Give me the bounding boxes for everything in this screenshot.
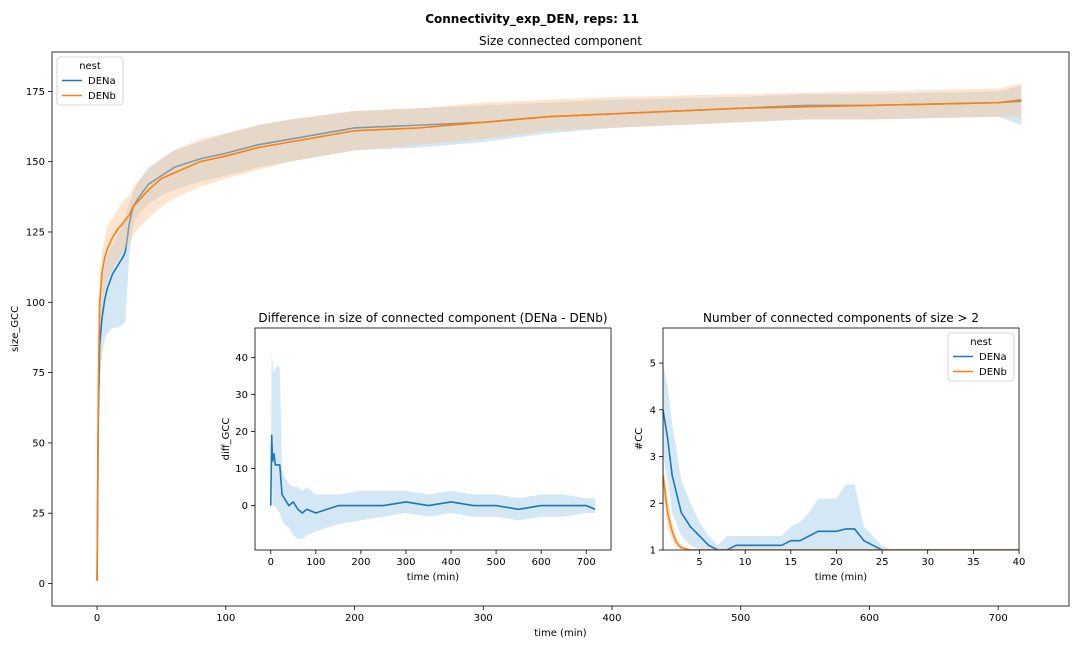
- inset_diff-xtick-label: 600: [532, 557, 551, 568]
- inset_diff-xtick-label: 100: [306, 557, 325, 568]
- inset_diff-xtick-label: 400: [441, 557, 460, 568]
- inset_diff-ytick-label: 40: [235, 353, 248, 364]
- main-xtick-label: 100: [216, 613, 235, 624]
- main-legend-title: nest: [79, 61, 101, 72]
- main-xlabel: time (min): [534, 628, 587, 639]
- inset_cc-ylabel: #CC: [634, 428, 645, 450]
- inset_diff-ytick-label: 10: [235, 464, 248, 475]
- inset_cc-legend-box: [947, 332, 1015, 382]
- inset_cc-ytick-label: 4: [650, 405, 656, 416]
- inset_diff-xlabel: time (min): [407, 572, 460, 583]
- inset_cc-line-DENa: [663, 409, 1019, 550]
- inset_diff-title: Difference in size of connected componen…: [258, 311, 607, 325]
- main-title: Size connected component: [479, 34, 642, 48]
- inset_cc-xtick-label: 25: [876, 557, 889, 568]
- inset_diff-ytick-label: 30: [235, 390, 248, 401]
- main-legend-entry-DENb: DENb: [88, 91, 116, 102]
- main-xtick-label: 600: [860, 613, 879, 624]
- inset_cc-xtick-label: 10: [739, 557, 752, 568]
- main-series-group: [96, 82, 1022, 581]
- inset_diff-xtick-label: 300: [396, 557, 415, 568]
- inset_diff-xtick-label: 700: [577, 557, 596, 568]
- inset_cc-xtick-label: 15: [784, 557, 797, 568]
- inset_diff-ytick-label: 20: [235, 427, 248, 438]
- main-xtick-label: 500: [731, 613, 750, 624]
- main-xtick-label: 0: [94, 613, 100, 624]
- main-xtick-label: 700: [989, 613, 1008, 624]
- inset_diff-ytick-label: 0: [242, 501, 248, 512]
- inset_diff-line-DENa: [269, 434, 596, 514]
- inset_cc-axes-frame: [662, 327, 1020, 551]
- inset_diff-axes-frame: [254, 327, 612, 551]
- inset_cc-ytick-label: 2: [650, 499, 656, 510]
- inset_cc-xtick-label: 40: [1013, 557, 1026, 568]
- inset_diff-xtick-label: 200: [351, 557, 370, 568]
- inset_cc-ytick-label: 5: [650, 359, 656, 370]
- main-axes-frame: [51, 51, 1070, 607]
- main-legend-box: [56, 56, 124, 106]
- inset_diff-series-group: [269, 350, 596, 539]
- inset_diff-chart: 0 100 200 300 400 500 600 700 0 10 20 30 40 Differenc…: [221, 311, 612, 583]
- main-ytick-label: 25: [32, 509, 45, 520]
- main-ytick-label: 125: [26, 227, 45, 238]
- inset_cc-title: Number of connected components of size >…: [703, 311, 979, 325]
- inset_cc-band-DENa: [663, 363, 1019, 550]
- main-xtick-label: 200: [345, 613, 364, 624]
- main-legend: nest DENa DENb: [56, 56, 124, 106]
- figure-suptitle: Connectivity_exp_DEN, reps: 11: [425, 12, 639, 27]
- inset_cc-ytick-label: 3: [650, 452, 656, 463]
- inset_cc-legend: nest DENa DENb: [947, 332, 1015, 382]
- main-ytick-label: 175: [26, 87, 45, 98]
- charts-group: 0 100 200 300 400 500 600 700025507510012515017…: [10, 34, 1070, 639]
- inset_diff-ylabel: diff_GCC: [221, 418, 232, 461]
- main-ytick-label: 75: [32, 368, 45, 379]
- main-legend-entry-DENa: DENa: [88, 76, 116, 87]
- main-ytick-label: 50: [32, 438, 45, 449]
- inset_diff-xtick-label: 500: [487, 557, 506, 568]
- main-ytick-label: 100: [26, 298, 45, 309]
- main-line-DENb: [96, 99, 1022, 581]
- main-ytick-label: 0: [39, 579, 45, 590]
- inset_cc-ytick-label: 1: [650, 546, 656, 557]
- inset_cc-legend-entry-DENa: DENa: [979, 352, 1007, 363]
- inset_cc-xlabel: time (min): [815, 572, 868, 583]
- main-ytick-label: 150: [26, 157, 45, 168]
- inset_cc-chart: 5 10 15 20 25 30 35 40 1 2 3 4 5 Number of connected …: [634, 311, 1025, 583]
- inset_diff-band-DENa: [270, 350, 596, 539]
- inset_cc-line-DENb: [663, 475, 1019, 550]
- inset_cc-legend-title: nest: [970, 337, 992, 348]
- main-ylabel: size_GCC: [10, 306, 21, 352]
- inset_cc-legend-entry-DENb: DENb: [979, 367, 1007, 378]
- inset_cc-xtick-label: 35: [967, 557, 980, 568]
- inset_diff-xtick-label: 0: [268, 557, 274, 568]
- inset_cc-xtick-label: 5: [696, 557, 702, 568]
- inset_cc-xtick-label: 30: [921, 557, 934, 568]
- main-xtick-label: 300: [474, 613, 493, 624]
- inset_cc-xtick-label: 20: [830, 557, 843, 568]
- inset_cc-series-group: [663, 363, 1019, 550]
- main-xtick-label: 400: [602, 613, 621, 624]
